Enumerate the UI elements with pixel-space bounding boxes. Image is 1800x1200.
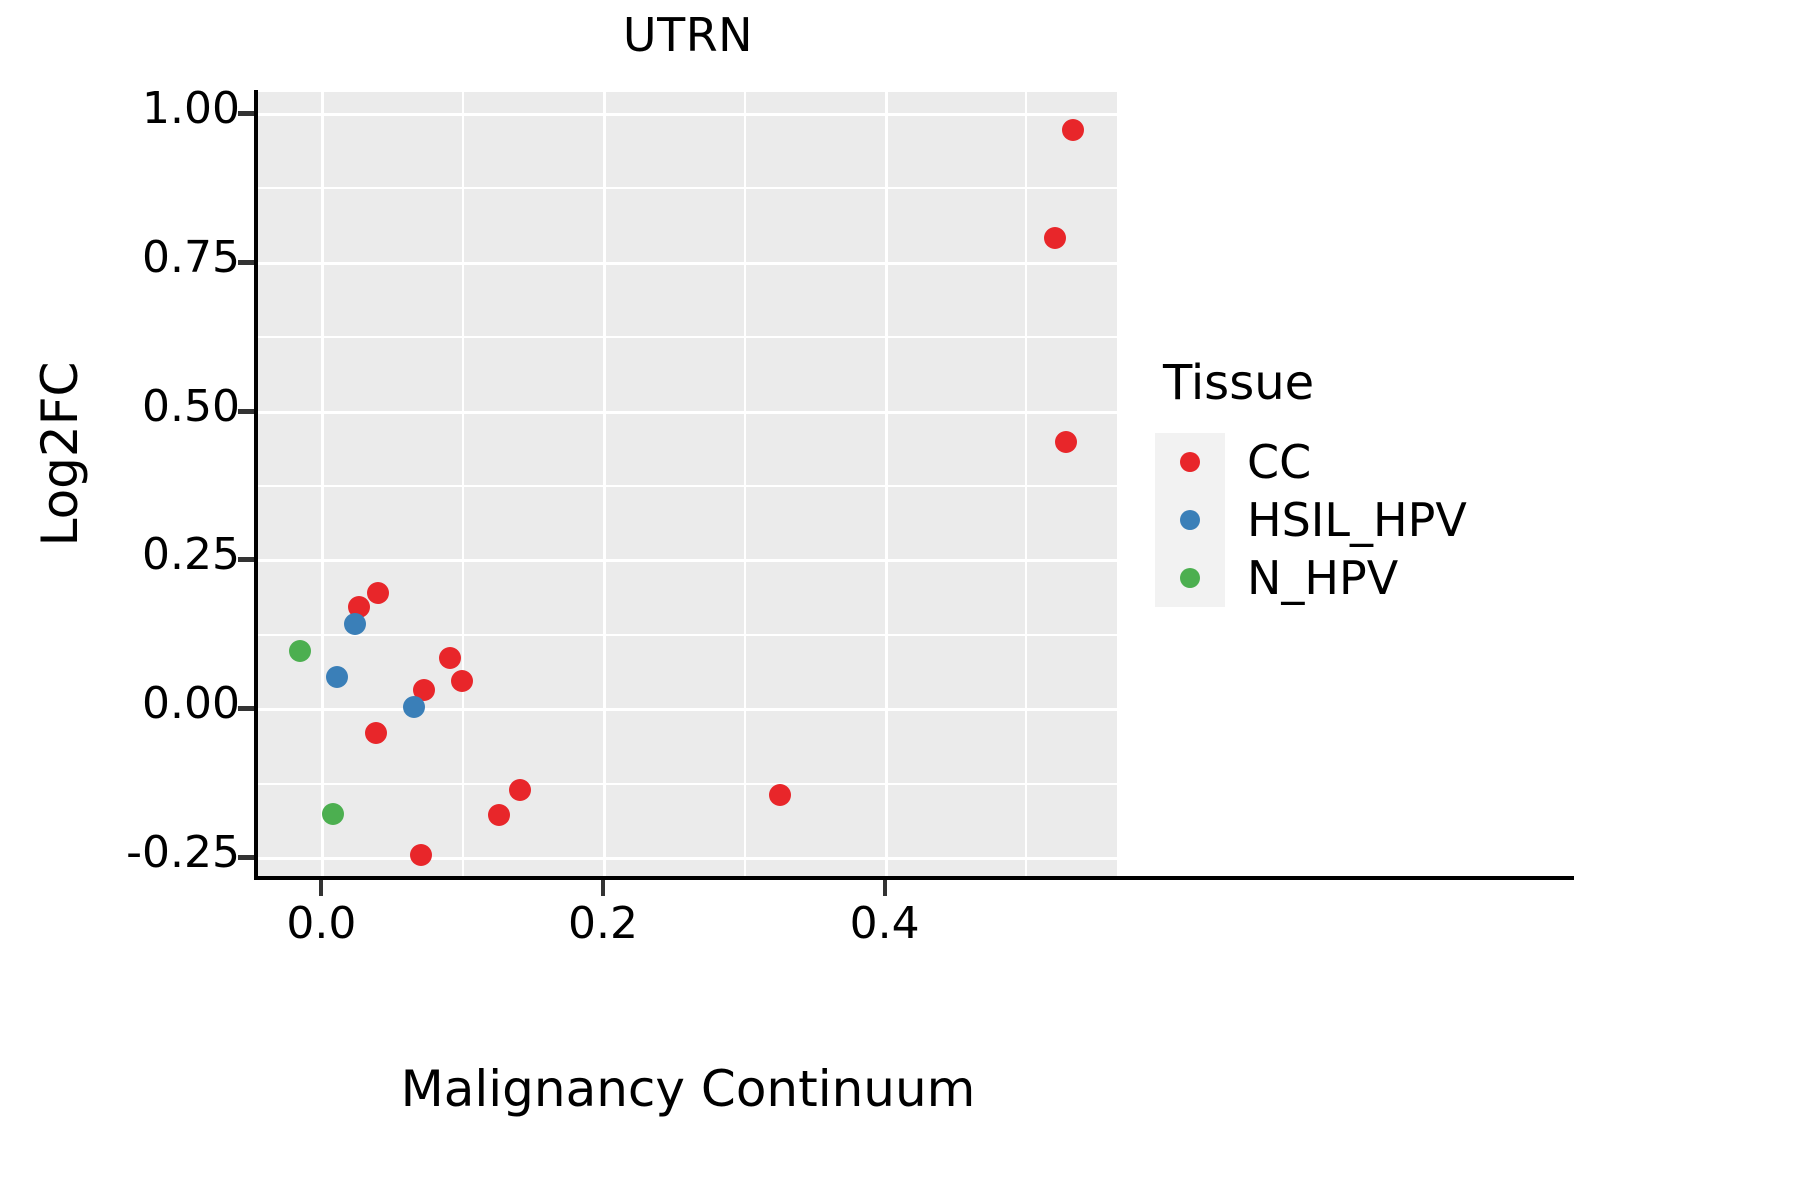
scatter-point xyxy=(321,802,344,825)
gridline-gv xyxy=(321,92,325,878)
gridline-gh xyxy=(258,336,1117,339)
legend-key-swatch xyxy=(1155,549,1225,607)
y-tick xyxy=(238,855,254,861)
gridline-gh xyxy=(258,633,1117,636)
legend-key-swatch xyxy=(1155,491,1225,549)
scatter-point xyxy=(487,804,510,827)
x-tick-label: 0.2 xyxy=(568,898,638,949)
x-axis-line xyxy=(254,876,1574,880)
x-tick xyxy=(319,880,324,896)
scatter-point xyxy=(410,844,433,867)
gridline-gh xyxy=(258,112,1117,116)
x-tick-label: 0.0 xyxy=(286,898,357,949)
scatter-point xyxy=(1055,431,1078,454)
x-tick xyxy=(601,880,605,896)
y-tick-label: 0.50 xyxy=(142,380,240,432)
scatter-point xyxy=(325,666,348,689)
legend-item[interactable]: HSIL_HPV xyxy=(1155,491,1655,549)
scatter-point xyxy=(1044,226,1067,249)
legend-dot-icon xyxy=(1180,510,1200,530)
y-tick-label: -0.25 xyxy=(126,827,240,879)
gridline-gh xyxy=(258,782,1117,785)
gridline-gv xyxy=(462,92,465,878)
gridline-gh xyxy=(258,187,1117,190)
y-tick-label: 0.25 xyxy=(142,529,240,581)
y-axis-line xyxy=(254,90,258,880)
scatter-point xyxy=(1062,118,1085,141)
gridline-gv xyxy=(884,92,888,878)
y-tick xyxy=(238,110,254,116)
legend-key-swatch xyxy=(1155,433,1225,491)
scatter-point xyxy=(438,646,461,669)
plot-panel xyxy=(258,92,1117,878)
y-tick xyxy=(238,557,254,563)
legend-dot-icon xyxy=(1180,568,1200,588)
scatter-point xyxy=(508,778,531,801)
legend-item-label: CC xyxy=(1247,435,1312,489)
scatter-point xyxy=(413,678,436,701)
gridline-gv xyxy=(743,92,746,878)
scatter-point xyxy=(344,612,367,635)
legend-item-label: N_HPV xyxy=(1247,551,1399,605)
gridline-gh xyxy=(258,857,1117,861)
legend-item[interactable]: CC xyxy=(1155,433,1655,491)
scatter-point xyxy=(769,783,792,806)
x-tick-label: 0.4 xyxy=(849,898,920,949)
y-axis-title: Log2FC xyxy=(31,361,89,547)
y-tick xyxy=(238,259,254,265)
gridline-gv xyxy=(603,92,606,878)
page-title: UTRN xyxy=(622,8,754,62)
gridline-gh xyxy=(258,410,1117,414)
y-tick-label: 0.75 xyxy=(142,231,240,283)
legend-entries: CC HSIL_HPV N_HPV xyxy=(1155,433,1655,607)
scatter-point xyxy=(365,721,388,744)
scatter-point xyxy=(451,669,474,692)
legend-title: Tissue xyxy=(1163,355,1315,411)
y-tick xyxy=(238,408,254,414)
y-tick-label: 1.00 xyxy=(142,82,240,134)
legend-item-label: HSIL_HPV xyxy=(1247,493,1467,547)
gridline-gh xyxy=(258,485,1117,487)
scatter-point xyxy=(403,695,426,718)
legend: Tissue CC HSIL_HPV N_HPV xyxy=(1155,355,1655,607)
x-axis-title: Malignancy Continuum xyxy=(400,1060,976,1118)
x-tick xyxy=(882,880,887,896)
scatter-point xyxy=(366,582,389,605)
y-tick-label: 0.00 xyxy=(142,678,240,730)
gridline-gh xyxy=(258,708,1117,712)
legend-dot-icon xyxy=(1180,452,1200,472)
scatter-point xyxy=(289,640,312,663)
gridline-gh xyxy=(258,261,1117,265)
y-tick xyxy=(238,706,254,712)
gridline-gv xyxy=(1025,92,1028,878)
scatter-point xyxy=(348,596,371,619)
gridline-gh xyxy=(258,559,1117,563)
legend-item[interactable]: N_HPV xyxy=(1155,549,1655,607)
